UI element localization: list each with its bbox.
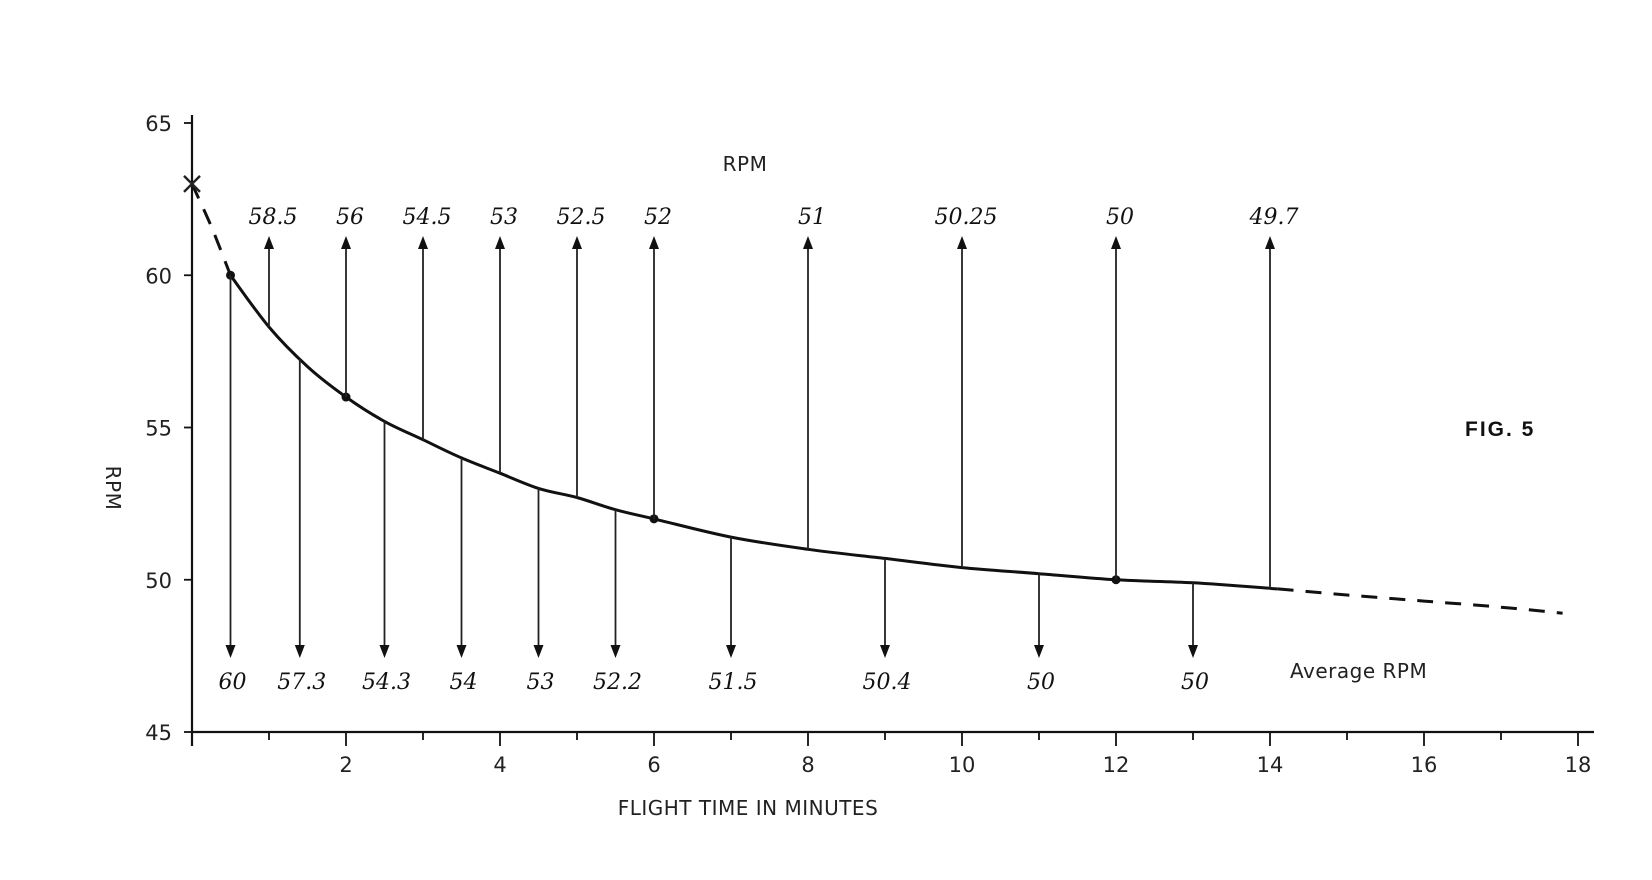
y-tick-label: 45	[145, 721, 172, 745]
rpm-arrowhead	[341, 236, 351, 249]
avg-rpm-value-label: 60	[219, 670, 247, 695]
x-tick-label: 16	[1411, 753, 1438, 777]
y-tick-label: 55	[145, 417, 172, 441]
rpm-value-label: 50.25	[935, 205, 998, 230]
curve-solid	[229, 274, 1278, 591]
y-tick-label: 60	[145, 264, 172, 288]
avg-rpm-arrowhead	[610, 645, 621, 658]
avg-rpm-value-label: 53	[527, 670, 555, 695]
avg-rpm-value-label: 54.3	[362, 670, 411, 695]
axes: 45 50 55 60 65 2 4 6 8 10 12 14 16 18	[145, 112, 1594, 777]
rpm-value-label: 56	[336, 205, 364, 230]
rpm-value-label: 51	[798, 205, 826, 230]
x-tick-label: 6	[647, 753, 660, 777]
start-marker	[183, 175, 201, 193]
rpm-value-label: 54.5	[403, 205, 452, 230]
avg-rpm-arrowhead	[456, 645, 467, 658]
avg-rpm-arrowhead	[379, 645, 390, 658]
avg-rpm-value-label: 50	[1027, 670, 1055, 695]
x-tick-label: 10	[949, 753, 976, 777]
y-tick-label: 50	[145, 569, 172, 593]
value-arrows	[225, 236, 1275, 658]
rpm-arrowhead	[264, 236, 274, 249]
x-tick-label: 8	[801, 753, 814, 777]
rpm-value-label: 52.5	[557, 205, 606, 230]
rpm-value-label: 50	[1106, 205, 1134, 230]
avg-rpm-arrowhead	[1034, 645, 1044, 658]
average-rpm-label: Average RPM	[1290, 659, 1427, 683]
rpm-curve	[183, 175, 1563, 615]
rpm-arrowhead	[1265, 236, 1275, 249]
avg-rpm-arrowhead	[726, 645, 736, 658]
avg-rpm-value-label: 50.4	[863, 670, 912, 695]
x-tick-label: 14	[1257, 753, 1284, 777]
rpm-arrowhead	[803, 236, 813, 249]
curve-dashed-start	[190, 183, 232, 276]
x-tick-label: 18	[1565, 753, 1592, 777]
avg-rpm-arrowhead	[294, 645, 305, 658]
figure-label: FIG. 5	[1465, 418, 1535, 441]
rpm-value-label: 52	[644, 205, 672, 230]
x-axis-title: FLIGHT TIME IN MINUTES	[618, 796, 879, 820]
y-tick-label: 65	[145, 112, 172, 136]
rpm-arrowhead	[957, 236, 967, 249]
value-labels: 58.5 56 54.5 53 52.5 52 51 50.25 50 49.7 60 57.3 54.…	[219, 205, 1299, 695]
avg-rpm-value-label: 54	[450, 670, 478, 695]
avg-rpm-arrowhead	[533, 645, 544, 658]
y-axis-title: RPM	[101, 466, 125, 511]
x-tick-label: 12	[1103, 753, 1130, 777]
rpm-value-label: 53	[490, 205, 518, 230]
avg-rpm-value-label: 57.3	[277, 670, 326, 695]
x-tick-label: 2	[339, 753, 352, 777]
avg-rpm-arrowhead	[1188, 645, 1198, 658]
rpm-arrowhead	[495, 236, 505, 249]
rpm-value-label: 49.7	[1249, 205, 1299, 230]
x-tick-label: 4	[493, 753, 506, 777]
rpm-arrowhead	[572, 236, 582, 249]
curve-dashed-extrapolation	[1277, 587, 1563, 615]
avg-rpm-value-label: 50	[1181, 670, 1209, 695]
rpm-arrowhead	[1111, 236, 1121, 249]
avg-rpm-arrowhead	[880, 645, 890, 658]
chart-title: RPM	[723, 152, 768, 176]
avg-rpm-value-label: 51.5	[709, 670, 758, 695]
avg-rpm-value-label: 52.2	[593, 670, 642, 695]
rpm-arrowhead	[418, 236, 428, 249]
rpm-arrowhead	[649, 236, 659, 249]
avg-rpm-arrowhead	[225, 645, 236, 658]
rpm-value-label: 58.5	[249, 205, 298, 230]
